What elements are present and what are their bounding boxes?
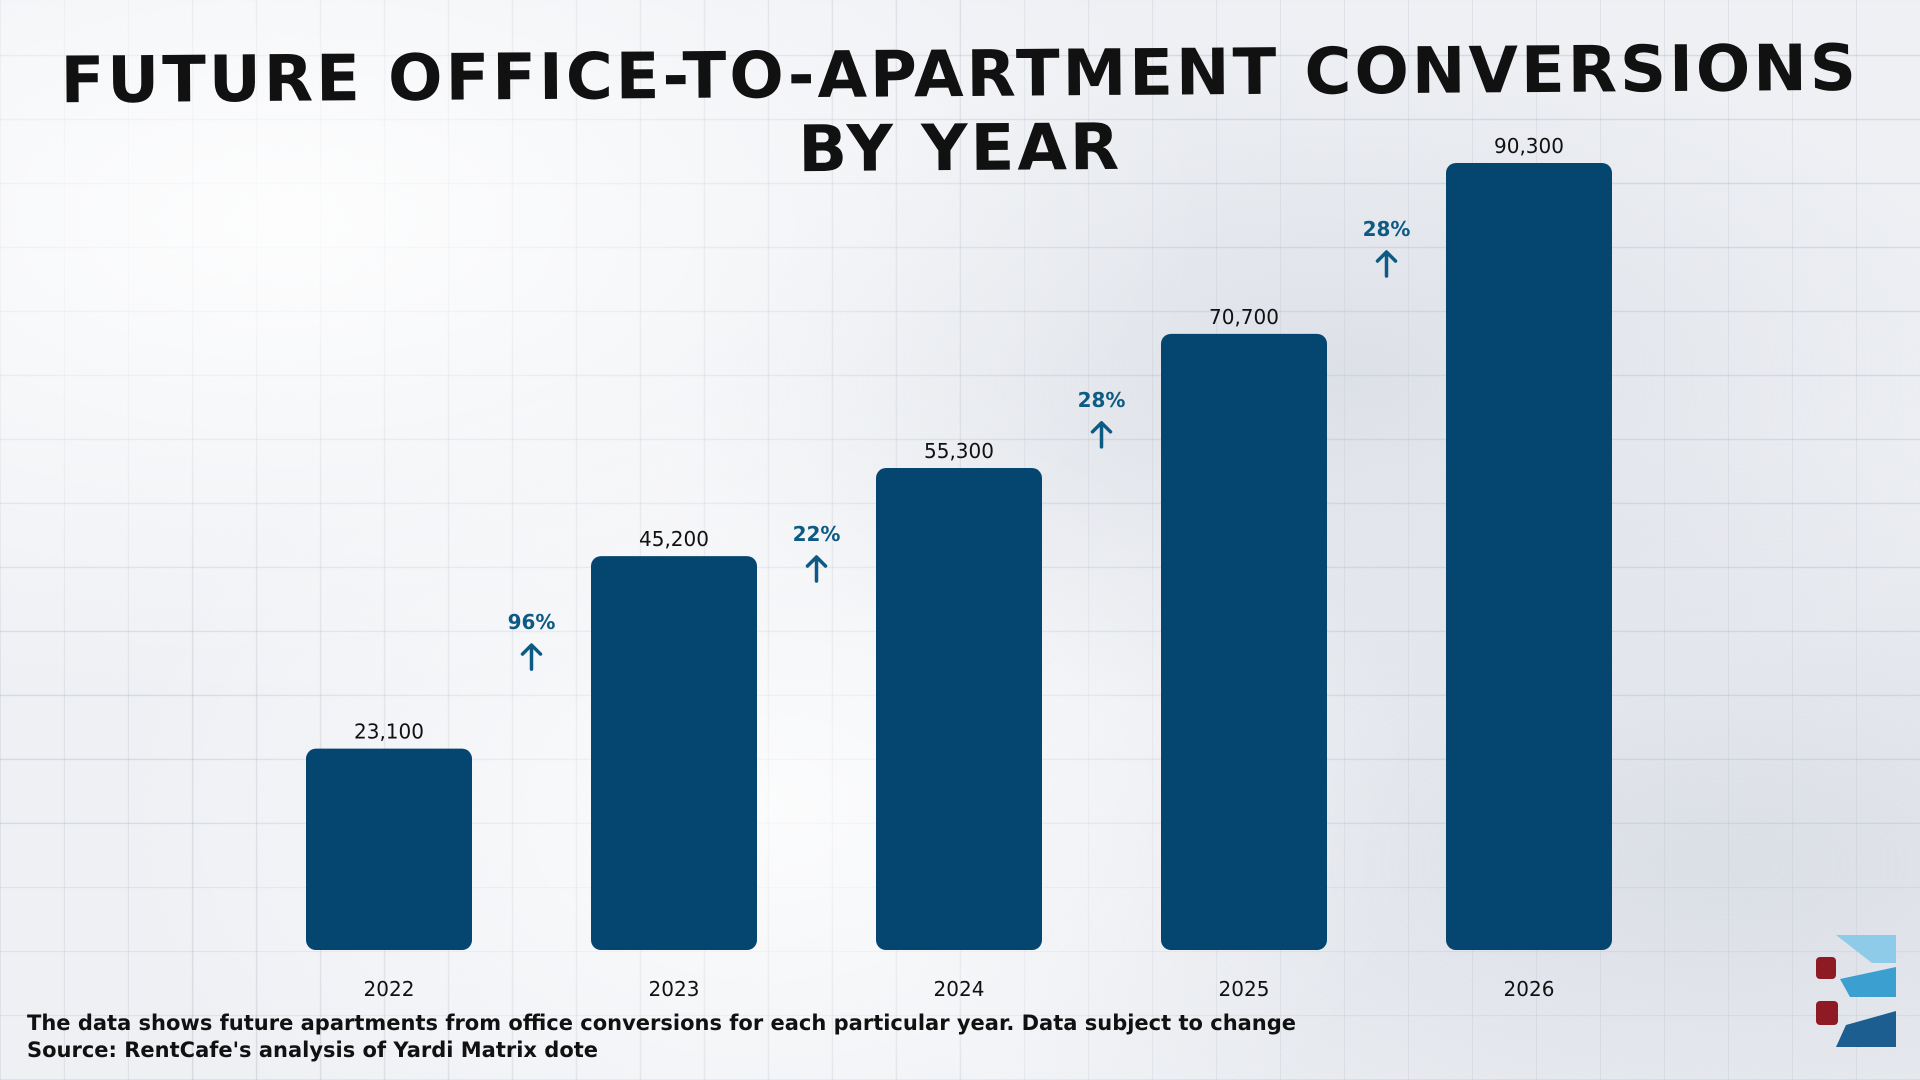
chart-source: Source: RentCafe's analysis of Yardi Mat… xyxy=(27,1038,599,1062)
x-tick-label: 2024 xyxy=(934,977,985,1001)
brand-logo-icon xyxy=(1816,935,1896,1047)
bar-value-label: 90,300 xyxy=(1494,134,1564,158)
growth-label: 28% xyxy=(1363,217,1411,241)
up-arrow-icon xyxy=(805,555,828,583)
x-tick-label: 2025 xyxy=(1219,977,1270,1001)
bar-value-label: 70,700 xyxy=(1209,305,1279,329)
chart-note: The data shows future apartments from of… xyxy=(27,1011,1297,1035)
growth-label: 28% xyxy=(1078,388,1126,412)
bar-2023 xyxy=(591,556,757,950)
x-tick-label: 2022 xyxy=(364,977,415,1001)
bar-2026 xyxy=(1446,163,1612,950)
bar-value-label: 45,200 xyxy=(639,527,709,551)
up-arrow-icon xyxy=(1375,250,1398,278)
bar-2022 xyxy=(306,748,472,950)
growth-label: 96% xyxy=(508,610,556,634)
bar-2025 xyxy=(1161,333,1327,950)
bar-value-label: 23,100 xyxy=(354,720,424,744)
growth-label: 22% xyxy=(793,522,841,546)
bar-value-label: 55,300 xyxy=(924,439,994,463)
up-arrow-icon xyxy=(1090,421,1113,449)
up-arrow-icon xyxy=(520,643,543,671)
x-tick-label: 2026 xyxy=(1504,977,1555,1001)
bar-2024 xyxy=(876,468,1042,950)
x-tick-label: 2023 xyxy=(649,977,700,1001)
